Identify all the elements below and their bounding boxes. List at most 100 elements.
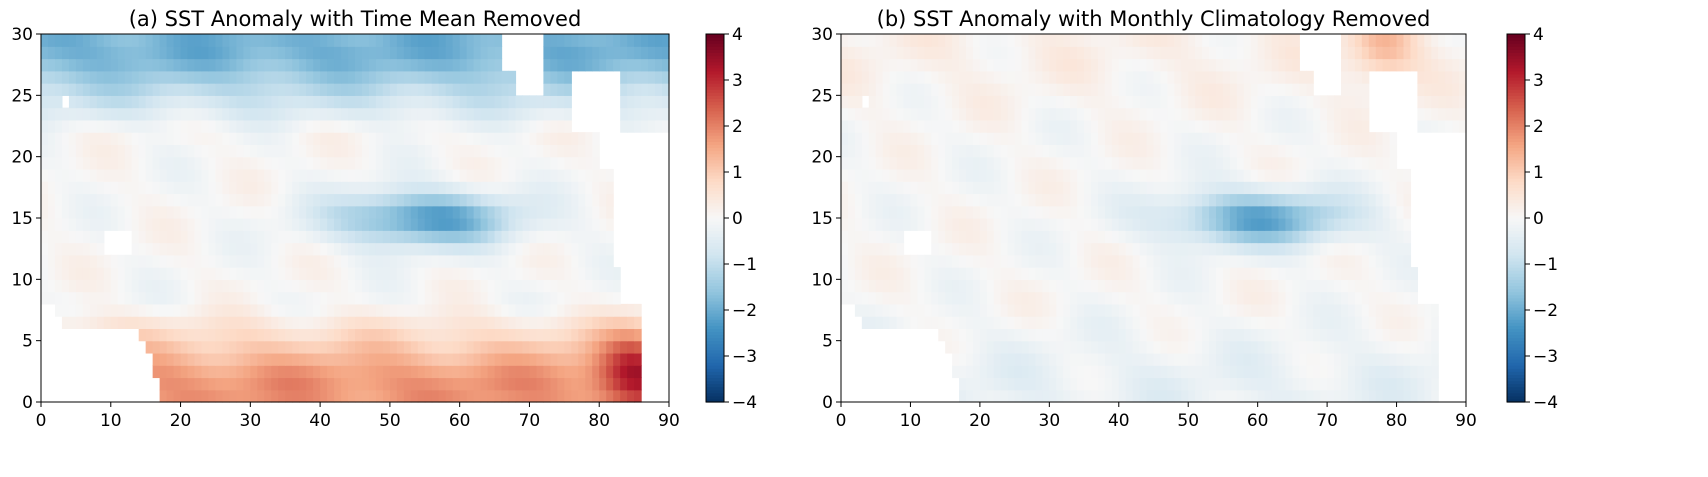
heatmap-cell — [1097, 267, 1106, 280]
heatmap-cell — [215, 279, 224, 293]
heatmap-cell — [1153, 340, 1162, 354]
heatmap-cell — [327, 389, 335, 403]
colorbar-segment — [706, 181, 724, 185]
heatmap-cell — [861, 193, 870, 207]
heatmap-cell — [613, 316, 621, 329]
heatmap-cell — [917, 34, 925, 47]
heatmap-cell — [145, 267, 154, 280]
heatmap-cell — [655, 46, 663, 60]
heatmap-cell — [1007, 193, 1016, 207]
heatmap-cell — [201, 156, 210, 170]
heatmap-cell — [124, 107, 133, 121]
heatmap-cell — [1361, 377, 1370, 391]
heatmap-cell — [1091, 267, 1099, 280]
heatmap-cell — [972, 46, 981, 60]
heatmap-cell — [292, 119, 300, 133]
heatmap-cell — [1077, 267, 1085, 280]
heatmap-cell — [571, 144, 579, 158]
heatmap-cell — [61, 132, 70, 145]
heatmap-cell — [1209, 218, 1217, 231]
heatmap-cell — [243, 389, 251, 403]
heatmap-cell — [487, 205, 496, 219]
heatmap-cell — [327, 352, 335, 366]
heatmap-cell — [1000, 328, 1009, 342]
heatmap-cell — [1021, 230, 1030, 244]
heatmap-cell — [173, 340, 182, 354]
heatmap-cell — [1000, 279, 1009, 293]
heatmap-cell — [82, 46, 91, 60]
heatmap-cell — [979, 58, 988, 72]
heatmap-cell — [1111, 58, 1120, 72]
heatmap-cell — [917, 95, 925, 109]
heatmap-cell — [1250, 303, 1259, 317]
heatmap-cell — [1424, 46, 1432, 60]
heatmap-cell — [1007, 389, 1016, 403]
heatmap-cell — [1132, 46, 1141, 60]
heatmap-cell — [1382, 242, 1391, 256]
heatmap-cell — [1146, 70, 1155, 84]
heatmap-cell — [341, 46, 349, 60]
heatmap-cell — [1021, 58, 1030, 72]
heatmap-cell — [264, 46, 272, 60]
heatmap-cell — [159, 83, 168, 96]
colorbar-tick-label: −2 — [732, 301, 757, 321]
heatmap-cell — [396, 267, 405, 280]
heatmap-cell — [592, 291, 600, 305]
heatmap-cell — [131, 168, 140, 182]
heatmap-cell — [1188, 267, 1196, 280]
heatmap-cell — [1320, 119, 1328, 133]
heatmap-cell — [452, 230, 461, 244]
colorbar-segment — [706, 349, 724, 354]
heatmap-cell — [166, 156, 175, 170]
heatmap-cell — [847, 70, 856, 84]
heatmap-cell — [313, 377, 321, 391]
heatmap-cell — [1007, 365, 1016, 379]
heatmap-cell — [606, 352, 614, 366]
heatmap-cell — [54, 291, 63, 305]
heatmap-cell — [306, 328, 314, 342]
heatmap-cell — [278, 328, 286, 342]
heatmap-cell — [585, 218, 593, 231]
heatmap-cell — [606, 205, 614, 219]
heatmap-cell — [1334, 291, 1342, 305]
heatmap-cell — [854, 303, 863, 317]
heatmap-cell — [972, 377, 981, 391]
heatmap-cell — [487, 242, 496, 256]
heatmap-cell — [1077, 144, 1085, 158]
heatmap-cell — [578, 218, 586, 231]
heatmap-cell — [1160, 168, 1168, 182]
heatmap-cell — [445, 132, 454, 145]
heatmap-cell — [1216, 267, 1224, 280]
heatmap-cell — [1313, 377, 1321, 391]
heatmap-cell — [1091, 279, 1099, 293]
heatmap-cell — [313, 181, 321, 195]
heatmap-cell — [1445, 107, 1453, 121]
heatmap-cell — [1097, 193, 1106, 207]
heatmap-cell — [1111, 70, 1120, 84]
heatmap-cell — [1042, 328, 1050, 342]
heatmap-cell — [1118, 193, 1127, 207]
heatmap-cell — [585, 303, 593, 317]
heatmap-cell — [1334, 303, 1342, 317]
heatmap-cell — [124, 58, 133, 72]
heatmap-cell — [515, 132, 524, 145]
heatmap-cell — [480, 58, 489, 72]
heatmap-cell — [236, 377, 244, 391]
heatmap-cell — [1306, 389, 1314, 403]
heatmap-cell — [229, 58, 237, 72]
heatmap-cell — [599, 254, 607, 268]
heatmap-cell — [341, 181, 349, 195]
heatmap-cell — [1285, 144, 1293, 158]
heatmap-cell — [1264, 303, 1273, 317]
heatmap-cell — [1132, 377, 1141, 391]
heatmap-cell — [382, 83, 391, 96]
heatmap-cell — [306, 132, 314, 145]
heatmap-cell — [299, 193, 307, 207]
heatmap-cell — [131, 205, 140, 219]
heatmap-cell — [1104, 34, 1113, 47]
heatmap-cell — [1403, 168, 1412, 182]
heatmap-cell — [243, 132, 251, 145]
colorbar-segment — [706, 95, 724, 99]
heatmap-cell — [1063, 58, 1071, 72]
colorbar-segment — [706, 147, 724, 152]
